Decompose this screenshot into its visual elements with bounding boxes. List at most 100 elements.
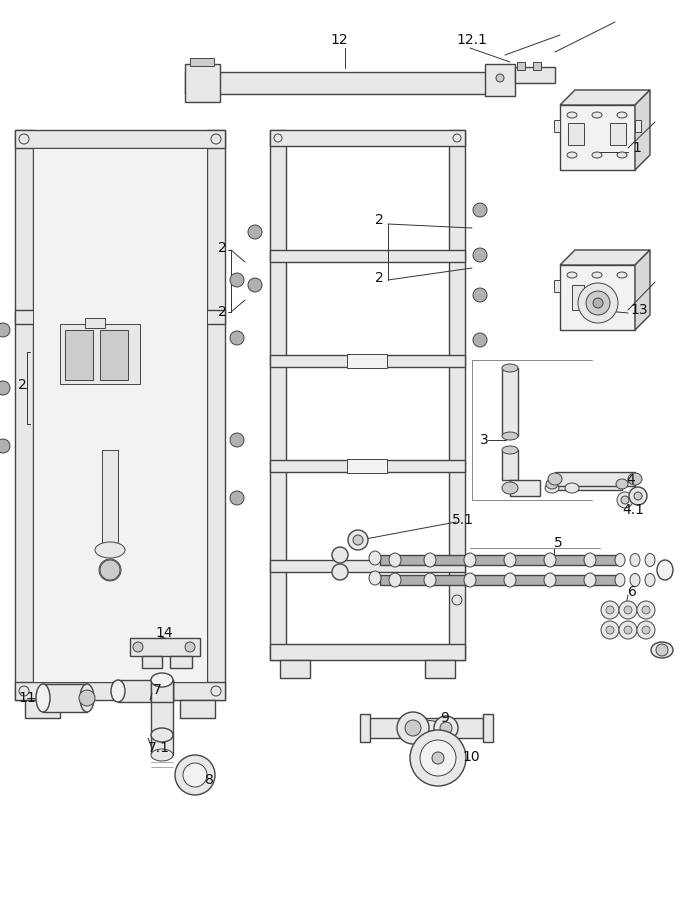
Circle shape <box>410 730 466 786</box>
Bar <box>151 735 173 755</box>
Ellipse shape <box>548 473 562 485</box>
Circle shape <box>79 690 95 706</box>
Bar <box>552 478 622 490</box>
Circle shape <box>230 491 244 505</box>
Bar <box>610 123 626 145</box>
Circle shape <box>634 492 642 500</box>
Ellipse shape <box>504 573 516 587</box>
Bar <box>572 285 584 310</box>
Circle shape <box>185 642 195 652</box>
Text: 5.1: 5.1 <box>452 513 474 527</box>
Circle shape <box>473 248 487 262</box>
Circle shape <box>332 547 348 563</box>
Ellipse shape <box>546 479 558 489</box>
Bar <box>347 459 387 473</box>
Bar <box>65 330 93 380</box>
Bar <box>568 123 584 145</box>
Circle shape <box>637 601 655 619</box>
Bar <box>517 62 525 70</box>
Ellipse shape <box>617 152 627 158</box>
Circle shape <box>211 134 221 144</box>
Bar <box>380 575 620 585</box>
Bar <box>270 560 465 572</box>
Text: 12: 12 <box>330 33 347 47</box>
Ellipse shape <box>567 112 577 118</box>
Ellipse shape <box>151 728 173 742</box>
Ellipse shape <box>502 482 518 494</box>
Circle shape <box>578 283 618 323</box>
Circle shape <box>211 686 221 696</box>
Bar <box>502 368 518 436</box>
Ellipse shape <box>502 446 518 454</box>
Circle shape <box>473 288 487 302</box>
Circle shape <box>629 487 647 505</box>
Bar <box>270 644 465 660</box>
Bar <box>533 62 541 70</box>
Text: 4: 4 <box>626 473 634 487</box>
Bar <box>85 318 105 328</box>
Ellipse shape <box>584 553 596 567</box>
Circle shape <box>420 740 456 776</box>
Bar <box>190 58 214 66</box>
Bar <box>360 714 370 742</box>
Circle shape <box>619 601 637 619</box>
Bar <box>502 450 518 480</box>
Ellipse shape <box>389 573 401 587</box>
Ellipse shape <box>628 473 642 485</box>
Ellipse shape <box>111 680 125 702</box>
Bar <box>635 120 641 132</box>
Bar <box>554 280 560 292</box>
Bar <box>100 330 128 380</box>
Polygon shape <box>560 90 650 105</box>
Bar <box>185 64 220 102</box>
Bar <box>270 250 465 262</box>
Ellipse shape <box>592 272 602 278</box>
Text: 6: 6 <box>628 585 637 599</box>
Circle shape <box>624 626 632 634</box>
Bar <box>515 67 555 83</box>
Circle shape <box>453 134 461 142</box>
Bar <box>15 310 225 324</box>
Ellipse shape <box>592 152 602 158</box>
Circle shape <box>619 621 637 639</box>
Circle shape <box>405 720 421 736</box>
Ellipse shape <box>151 749 173 761</box>
Bar <box>270 460 465 472</box>
Text: 1: 1 <box>632 141 641 155</box>
Ellipse shape <box>565 483 579 493</box>
Bar <box>554 120 560 132</box>
Ellipse shape <box>630 554 640 566</box>
Ellipse shape <box>645 573 655 587</box>
Text: 14: 14 <box>155 626 173 640</box>
Ellipse shape <box>584 573 596 587</box>
Circle shape <box>621 496 629 504</box>
Circle shape <box>19 134 29 144</box>
Ellipse shape <box>502 364 518 372</box>
Circle shape <box>230 331 244 345</box>
Bar <box>270 130 465 146</box>
Text: 2: 2 <box>18 378 27 392</box>
Ellipse shape <box>616 479 628 489</box>
Circle shape <box>496 74 504 82</box>
Circle shape <box>332 564 348 580</box>
Circle shape <box>452 595 462 605</box>
Circle shape <box>230 273 244 287</box>
Circle shape <box>637 621 655 639</box>
Ellipse shape <box>504 553 516 567</box>
Circle shape <box>100 560 120 580</box>
Circle shape <box>175 755 215 795</box>
Ellipse shape <box>615 554 625 566</box>
Bar <box>483 714 493 742</box>
Text: 12.1: 12.1 <box>456 33 487 47</box>
Circle shape <box>0 381 10 395</box>
Circle shape <box>473 333 487 347</box>
Circle shape <box>593 298 603 308</box>
Text: 5: 5 <box>554 536 563 550</box>
Circle shape <box>0 323 10 337</box>
Bar <box>270 130 286 660</box>
Bar <box>485 64 515 96</box>
Ellipse shape <box>567 272 577 278</box>
Polygon shape <box>635 250 650 330</box>
Bar <box>380 555 620 565</box>
Ellipse shape <box>544 553 556 567</box>
